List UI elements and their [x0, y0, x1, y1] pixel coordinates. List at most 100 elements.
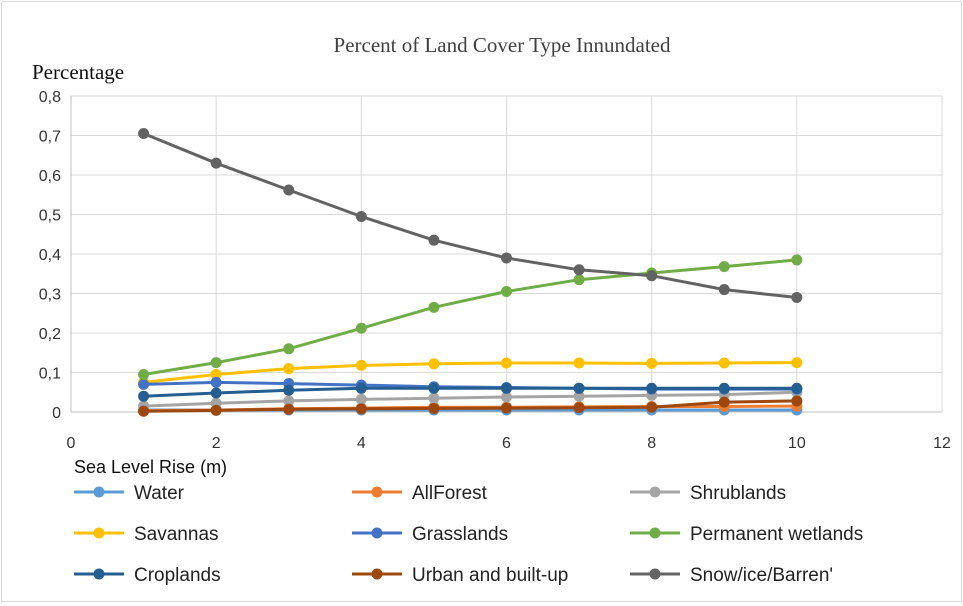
- data-point: [138, 368, 150, 380]
- y-tick-label: 0,2: [39, 326, 61, 343]
- y-tick-label: 0,6: [39, 168, 61, 185]
- data-point: [138, 128, 150, 140]
- series-6: [138, 382, 803, 402]
- chart-title: Percent of Land Cover Type Innundated: [334, 33, 671, 57]
- legend-marker: [93, 486, 105, 498]
- legend-label: Savannas: [134, 524, 219, 545]
- legend-marker: [371, 486, 383, 498]
- data-point: [283, 363, 295, 375]
- series-5: [138, 254, 803, 380]
- legend-item: Grasslands: [352, 524, 508, 545]
- data-point: [283, 403, 295, 415]
- data-point: [283, 384, 295, 396]
- data-point: [355, 382, 367, 394]
- x-tick-label: 4: [357, 435, 366, 452]
- x-tick-label: 0: [67, 435, 76, 452]
- data-point: [791, 254, 803, 266]
- series-line: [142, 386, 799, 398]
- legend-marker: [649, 486, 661, 498]
- data-point: [501, 252, 512, 264]
- data-point: [428, 382, 440, 394]
- x-tick-label: 10: [788, 435, 806, 452]
- legend-item: Snow/ice/Barren': [630, 565, 833, 586]
- data-point: [573, 382, 585, 394]
- data-point: [501, 402, 512, 414]
- data-point: [501, 286, 512, 298]
- data-point: [428, 301, 440, 313]
- x-axis-label: Sea Level Rise (m): [74, 457, 227, 477]
- legend-item: Water: [74, 483, 185, 504]
- series-7: [138, 395, 803, 417]
- data-point: [573, 357, 585, 369]
- data-point: [355, 210, 367, 222]
- data-point: [428, 402, 440, 414]
- legend-label: Grasslands: [412, 524, 508, 545]
- y-tick-label: 0,1: [39, 366, 61, 383]
- data-point: [573, 402, 585, 414]
- data-point: [210, 368, 222, 380]
- data-point: [718, 382, 730, 394]
- data-point: [355, 322, 367, 334]
- y-tick-label: 0,4: [39, 247, 61, 264]
- legend-label: Croplands: [134, 565, 221, 586]
- series-line: [142, 390, 799, 408]
- legend-label: Snow/ice/Barren': [690, 565, 833, 586]
- data-point: [791, 291, 803, 303]
- data-point: [573, 390, 585, 402]
- x-tick-label: 2: [212, 435, 221, 452]
- data-point: [791, 395, 803, 407]
- data-point: [355, 403, 367, 415]
- legend-marker: [649, 568, 661, 580]
- x-tick-label: 12: [933, 435, 951, 452]
- data-point: [210, 376, 222, 388]
- legend-label: Urban and built-up: [412, 565, 568, 586]
- data-point: [355, 359, 367, 371]
- data-point: [428, 392, 440, 404]
- y-tick-label: 0,8: [39, 89, 61, 106]
- data-point: [791, 382, 803, 394]
- series-line: [142, 258, 799, 376]
- data-point: [138, 405, 150, 417]
- series-line: [142, 399, 799, 413]
- series-8: [138, 128, 803, 303]
- data-point: [501, 382, 512, 394]
- data-point: [210, 404, 222, 416]
- data-point: [718, 396, 730, 408]
- data-point: [646, 382, 658, 394]
- data-point: [573, 264, 585, 276]
- y-tick-label: 0,5: [39, 208, 61, 225]
- legend-marker: [93, 568, 105, 580]
- data-point: [791, 357, 803, 369]
- data-point: [501, 391, 512, 403]
- y-tick-label: 0: [52, 405, 61, 422]
- legend-marker: [371, 568, 383, 580]
- data-point: [718, 261, 730, 273]
- legend-item: Savannas: [74, 524, 219, 545]
- grid: [71, 95, 943, 412]
- y-axis-label: Percentage: [32, 60, 124, 84]
- data-point: [283, 395, 295, 407]
- legend-item: Permanent wetlands: [630, 524, 863, 545]
- data-point: [573, 274, 585, 286]
- data-point: [283, 184, 295, 196]
- data-point: [718, 284, 730, 296]
- legend-label: AllForest: [412, 483, 488, 504]
- data-point: [501, 357, 512, 369]
- data-point: [646, 357, 658, 369]
- data-point: [210, 357, 222, 369]
- legend-item: Shrublands: [630, 483, 786, 504]
- data-point: [646, 270, 658, 282]
- data-point: [283, 343, 295, 355]
- legend-marker: [93, 527, 105, 539]
- legend-marker: [649, 527, 661, 539]
- series: [138, 128, 803, 417]
- legend-item: AllForest: [352, 483, 488, 504]
- y-tick-label: 0,3: [39, 287, 61, 304]
- legend-label: Shrublands: [690, 483, 786, 504]
- legend-item: Urban and built-up: [352, 565, 568, 586]
- data-point: [138, 378, 150, 390]
- legend-item: Croplands: [74, 565, 221, 586]
- x-tick-label: 6: [502, 435, 511, 452]
- data-point: [355, 393, 367, 405]
